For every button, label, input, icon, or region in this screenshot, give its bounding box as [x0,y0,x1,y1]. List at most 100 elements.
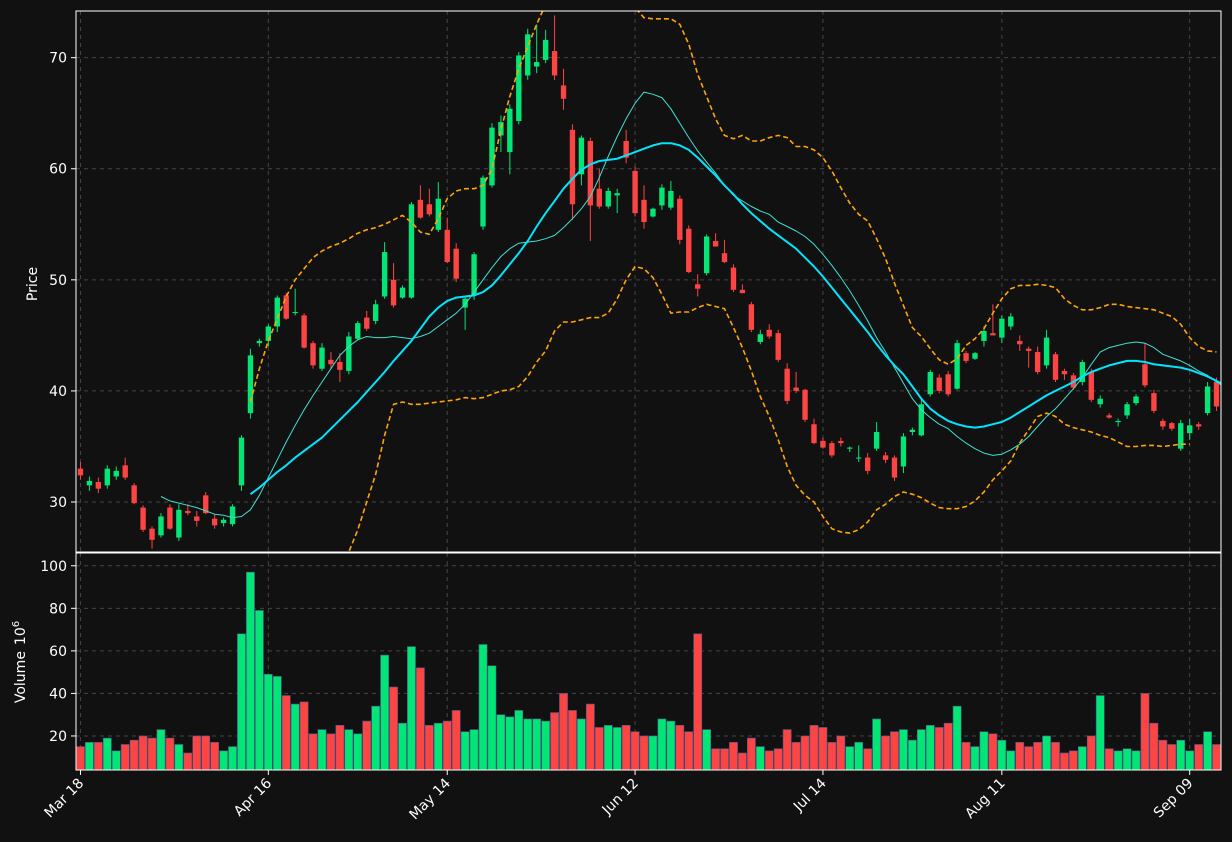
candle-body-down [739,289,746,294]
candle-body-down [131,485,137,504]
candle-body-up [659,187,665,206]
candle-body-down [417,199,424,218]
candle-body-up [480,177,486,227]
volume-bar-up [433,722,443,770]
candle-body-down [551,50,558,76]
volume-tick-label: 80 [49,601,67,617]
candle-body-down [95,482,102,489]
volume-bar-up [970,746,980,770]
candle-body-up [319,347,325,369]
candle-body-up [1008,316,1014,327]
volume-bar-up [899,729,908,770]
volume-bar-down [675,725,685,770]
volume-bar-down [934,727,944,770]
volume-bar-up [1176,739,1186,770]
candle-body-up [542,39,549,60]
volume-bar-up [1113,750,1123,770]
candle-body-up [113,470,119,477]
volume-bar-up [371,705,381,770]
candle-body-up [372,304,379,321]
candle-body-down [963,353,969,361]
volume-bar-up [541,720,551,770]
candle-body-up [516,55,522,121]
candle-body-up [1043,337,1050,366]
candle-body-up [158,516,164,536]
price-tick-label: 60 [49,162,67,178]
volume-bar-down [147,737,157,770]
volume-bar-down [308,733,318,770]
volume-bar-down [684,731,694,770]
volume-bar-down [568,710,577,770]
volume-bar-down [943,722,953,770]
volume-bar-up [505,716,515,770]
volume-bar-down [416,667,425,770]
candle-body-down [802,389,808,420]
candle-body-down [1213,382,1220,407]
volume-bar-up [317,729,327,770]
volume-bar-down [1167,744,1177,770]
volume-bar-up [854,742,864,770]
candle-body-down [623,140,629,158]
volume-bar-down [800,735,810,770]
volume-bar-down [1149,722,1159,770]
volume-bar-down [1015,742,1025,770]
volume-bar-up [702,729,712,770]
volume-bar-up [407,646,416,770]
volume-bar-up [908,739,917,770]
candle-body-up [1187,425,1193,434]
candle-body-up [176,509,182,538]
candle-body-down [730,267,737,290]
candle-body-up [1079,362,1086,383]
candle-body-up [999,318,1005,338]
volume-bar-up [85,742,94,770]
volume-bar-up [666,720,676,770]
volume-bar-down [424,725,434,770]
volume-bar-up [353,733,363,770]
candle-body-up [408,204,415,298]
candle-body-up [1133,396,1139,404]
candle-body-up [1178,423,1184,449]
candle-body-down [820,440,826,448]
volume-bar-up [997,739,1007,770]
volume-bar-up [925,725,935,770]
candle-body-down [712,240,719,247]
candle-body-down [1169,423,1175,429]
volume-bar-up [111,750,121,770]
candle-body-down [811,424,817,444]
volume-bar-up [916,729,926,770]
volume-bar-down [210,742,220,770]
volume-bar-down [585,703,595,770]
candle-body-up [1115,420,1121,423]
volume-bar-down [836,735,846,770]
volume-bar-up [1131,750,1141,770]
candle-body-down [882,455,889,460]
volume-bar-down [729,742,738,770]
volume-bar-up [344,729,354,770]
volume-bar-down [890,731,899,770]
volume-bar-down [76,746,85,770]
volume-tick-label: 100 [40,559,67,575]
candle-body-down [945,374,951,395]
volume-bar-down [711,748,720,770]
lower-band-line [347,265,1190,552]
volume-bar-up [1006,750,1016,770]
candle-body-up [498,122,504,136]
volume-bar-down [863,748,873,770]
volume-tick-label: 40 [49,686,67,702]
candle-body-up [435,198,441,230]
volume-bar-up [612,727,622,770]
volume-bar-down [1158,739,1168,770]
candle-body-up [265,326,272,341]
candle-body-up [981,330,987,341]
volume-bar-up [246,571,255,770]
candle-body-down [301,315,307,348]
candle-body-down [775,333,781,360]
volume-bar-up [398,722,407,770]
candle-body-down [283,295,289,319]
candle-body-up [471,254,477,296]
price-tick-label: 40 [49,384,67,400]
candle-body-down [641,199,647,223]
candle-body-up [1097,398,1103,405]
volume-plot-area [76,571,1221,770]
